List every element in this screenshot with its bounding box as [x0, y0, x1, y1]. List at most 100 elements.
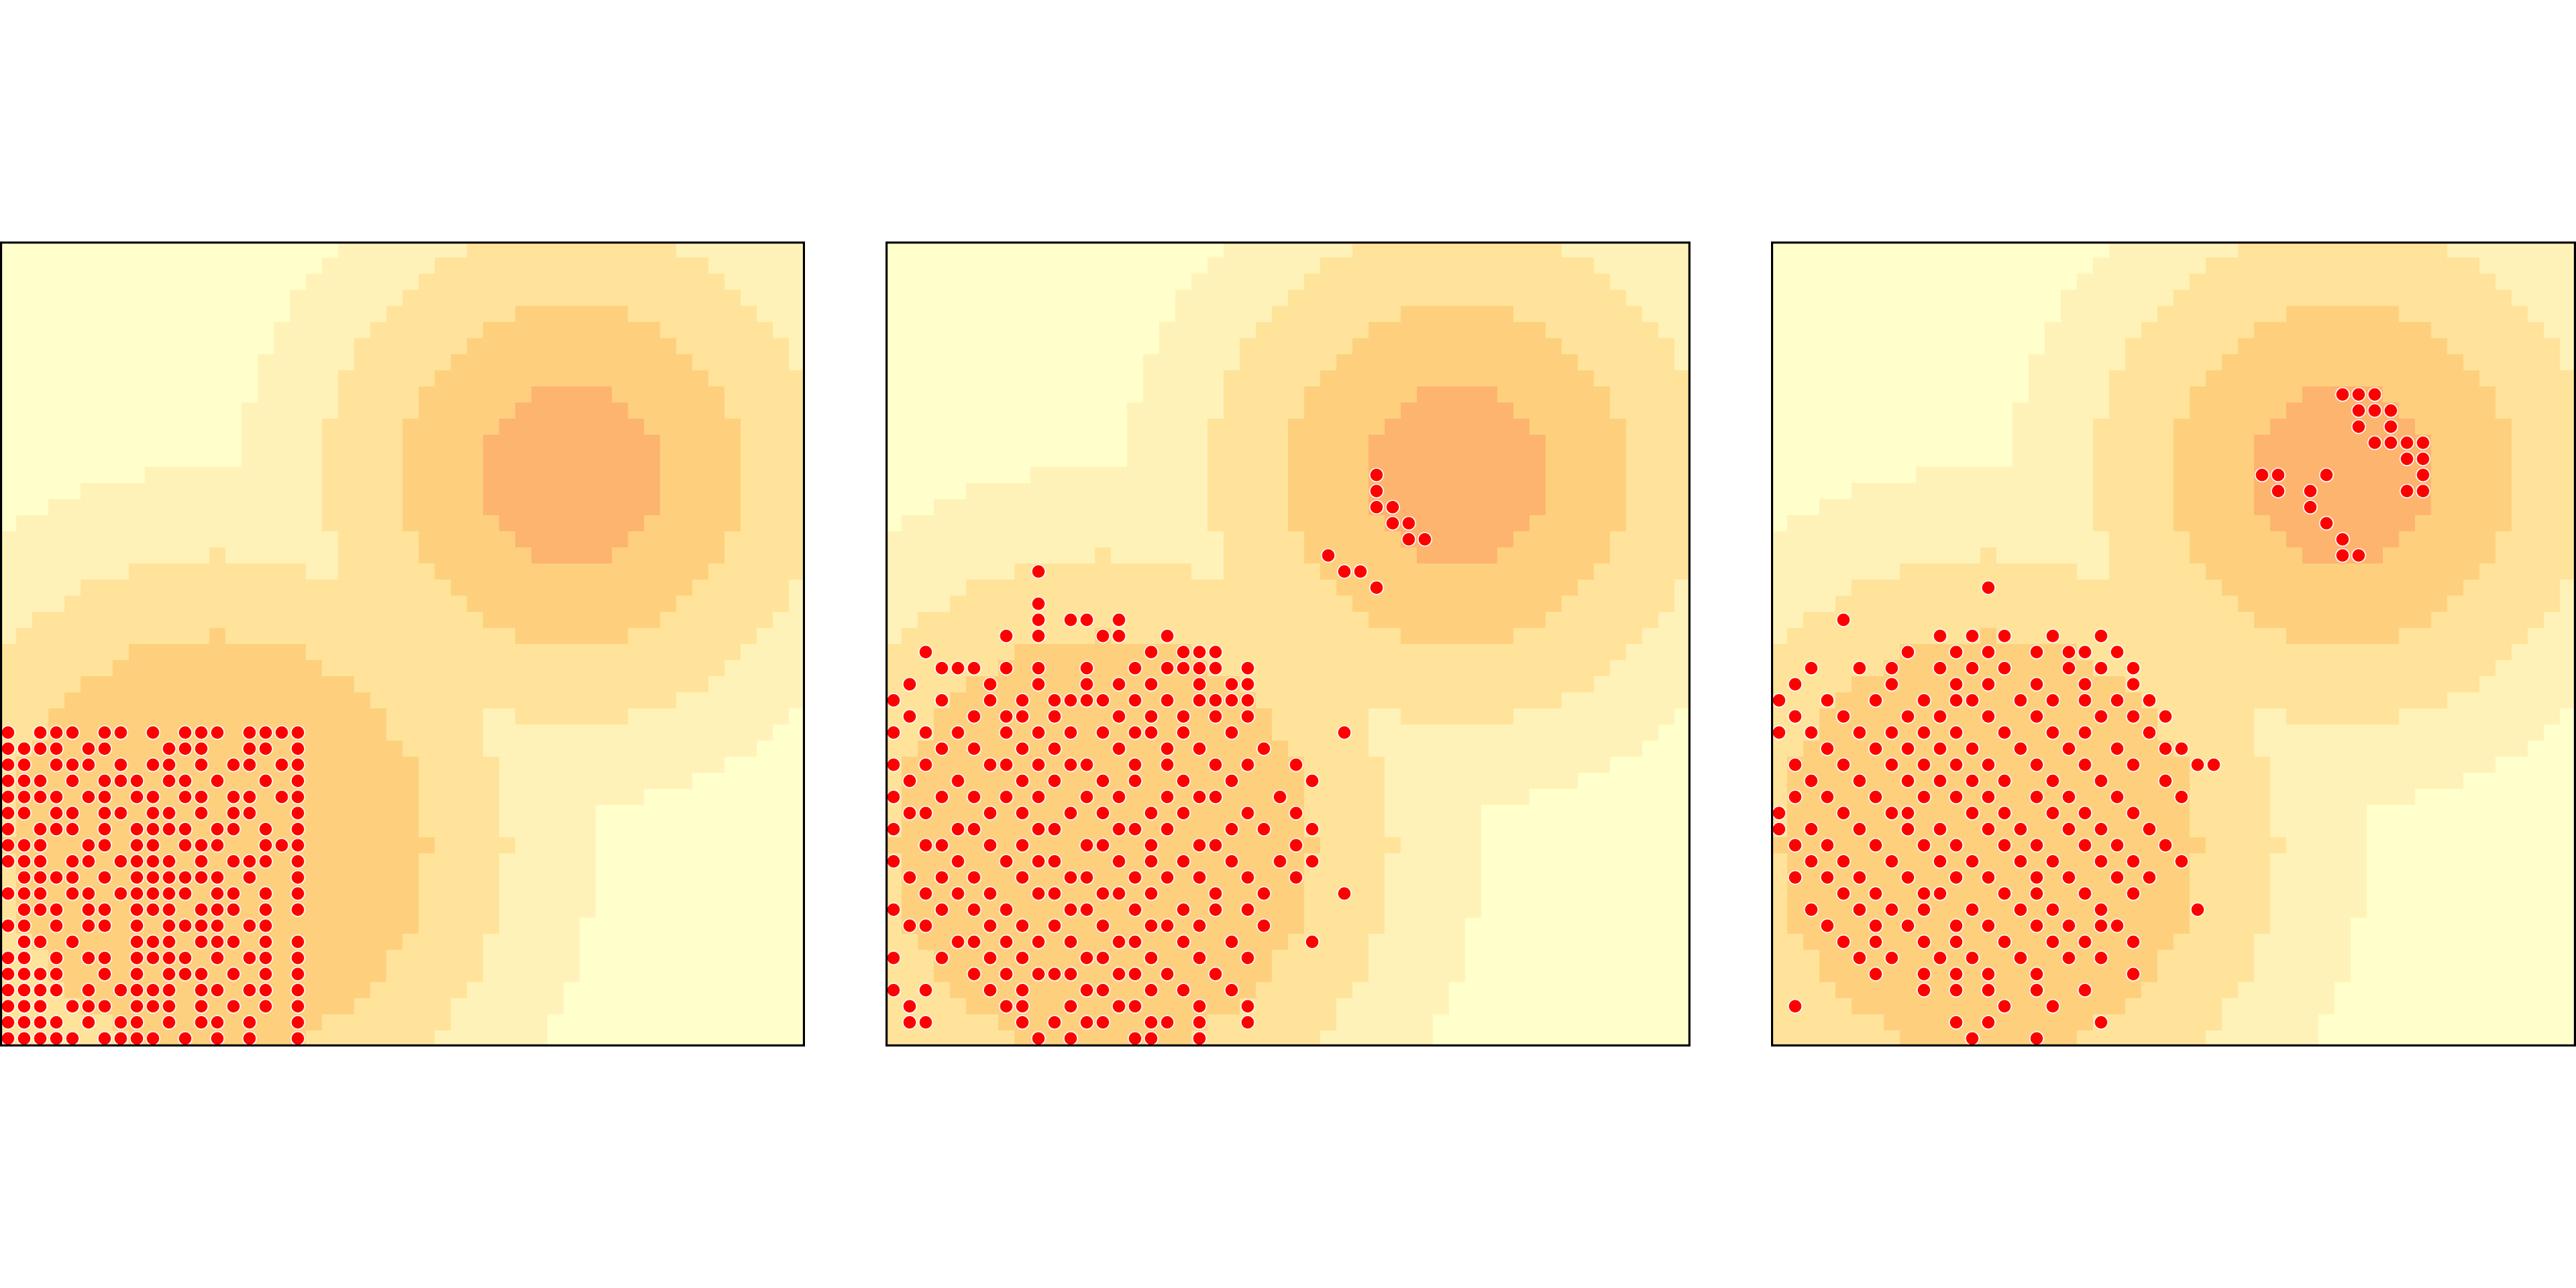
- heat-cell: [1610, 370, 1627, 387]
- heat-cell: [1642, 595, 1659, 613]
- heat-cell: [467, 322, 484, 339]
- heat-cell: [1546, 660, 1563, 677]
- heat-cell: [1546, 451, 1563, 468]
- heat-cell: [885, 273, 902, 291]
- heat-cell: [1336, 451, 1353, 468]
- point: [177, 1030, 193, 1046]
- heat-cell: [563, 950, 580, 967]
- heat-cell: [982, 306, 999, 323]
- heat-cell: [1046, 934, 1063, 951]
- heat-cell: [966, 434, 983, 452]
- heat-cell: [419, 966, 436, 983]
- heat-cell: [773, 386, 790, 404]
- heat-cell: [1256, 950, 1273, 967]
- heat-cell: [1224, 612, 1241, 629]
- heat-cell: [209, 966, 226, 983]
- heat-cell: [612, 1030, 629, 1047]
- heat-cell: [660, 419, 677, 436]
- point: [81, 757, 97, 773]
- heat-cell: [773, 273, 790, 291]
- heat-cell: [1546, 402, 1563, 419]
- heat-cell: [1095, 563, 1112, 580]
- heat-cell: [354, 434, 371, 452]
- heat-cell: [419, 837, 436, 854]
- heat-cell: [950, 595, 967, 613]
- heat-cell: [773, 434, 790, 452]
- heat-cell: [708, 773, 726, 790]
- heat-cell: [129, 273, 146, 291]
- heat-cell: [1385, 885, 1402, 902]
- heat-cell: [1385, 917, 1402, 935]
- heat-cell: [1239, 773, 1257, 790]
- heat-cell: [885, 290, 902, 307]
- heat-cell: [370, 708, 387, 726]
- heat-cell: [1594, 595, 1611, 613]
- heat-cell: [1481, 789, 1498, 806]
- heat-cell: [1674, 756, 1691, 774]
- heat-cell: [1272, 434, 1289, 452]
- heat-cell: [1674, 563, 1691, 580]
- heat-cell: [580, 950, 597, 967]
- point: [145, 805, 161, 821]
- heat-cell: [1272, 258, 1289, 275]
- heat-cell: [145, 644, 162, 661]
- heat-cell: [338, 419, 355, 436]
- heat-cell: [1449, 338, 1466, 355]
- heat-cell: [1304, 612, 1321, 629]
- point: [193, 805, 209, 821]
- heat-cell: [1513, 434, 1531, 452]
- heat-cell: [628, 499, 645, 516]
- heat-cell: [1578, 917, 1595, 935]
- heat-cell: [724, 258, 741, 275]
- heat-cell: [48, 580, 65, 597]
- heat-cell: [1239, 258, 1257, 275]
- heat-cell: [692, 724, 709, 741]
- heat-cell: [16, 612, 33, 629]
- heat-cell: [1304, 338, 1321, 355]
- heat-cell: [531, 628, 548, 645]
- heat-cell: [177, 531, 194, 548]
- heat-cell: [982, 612, 999, 629]
- heat-cell: [1030, 386, 1048, 404]
- heat-cell: [419, 773, 436, 790]
- heat-cell: [612, 595, 629, 613]
- heat-cell: [402, 789, 419, 806]
- heat-cell: [1449, 741, 1466, 758]
- heat-cell: [451, 724, 468, 741]
- heat-cell: [32, 515, 49, 532]
- heat-cell: [547, 467, 565, 484]
- heat-cell: [1207, 241, 1224, 258]
- heat-cell: [660, 756, 677, 774]
- heat-cell: [773, 934, 790, 951]
- heat-cell: [708, 499, 726, 516]
- heat-cell: [1239, 467, 1257, 484]
- heat-cell: [660, 563, 677, 580]
- heat-cell: [483, 499, 500, 516]
- heat-cell: [563, 322, 580, 339]
- heat-cell: [145, 499, 162, 516]
- heat-cell: [547, 370, 565, 387]
- heat-cell: [32, 370, 49, 387]
- heat-cell: [1320, 386, 1337, 404]
- heat-cell: [1336, 676, 1353, 693]
- point: [290, 725, 306, 741]
- heat-cell: [1481, 756, 1498, 774]
- heat-cell: [241, 386, 258, 404]
- heat-cell: [386, 741, 404, 758]
- heat-cell: [660, 917, 677, 935]
- heat-cell: [934, 934, 951, 951]
- heat-cell: [950, 628, 967, 645]
- heat-cell: [1272, 467, 1289, 484]
- heat-cell: [934, 773, 951, 790]
- heat-cell: [1529, 692, 1546, 709]
- heat-cell: [402, 885, 419, 902]
- heat-cell: [773, 950, 790, 967]
- heat-cell: [306, 934, 323, 951]
- heat-cell: [950, 434, 967, 452]
- heat-cell: [660, 966, 677, 983]
- heat-cell: [467, 917, 484, 935]
- heat-cell: [273, 676, 291, 693]
- heat-cell: [1626, 612, 1643, 629]
- heat-cell: [1143, 402, 1160, 419]
- point: [193, 837, 209, 853]
